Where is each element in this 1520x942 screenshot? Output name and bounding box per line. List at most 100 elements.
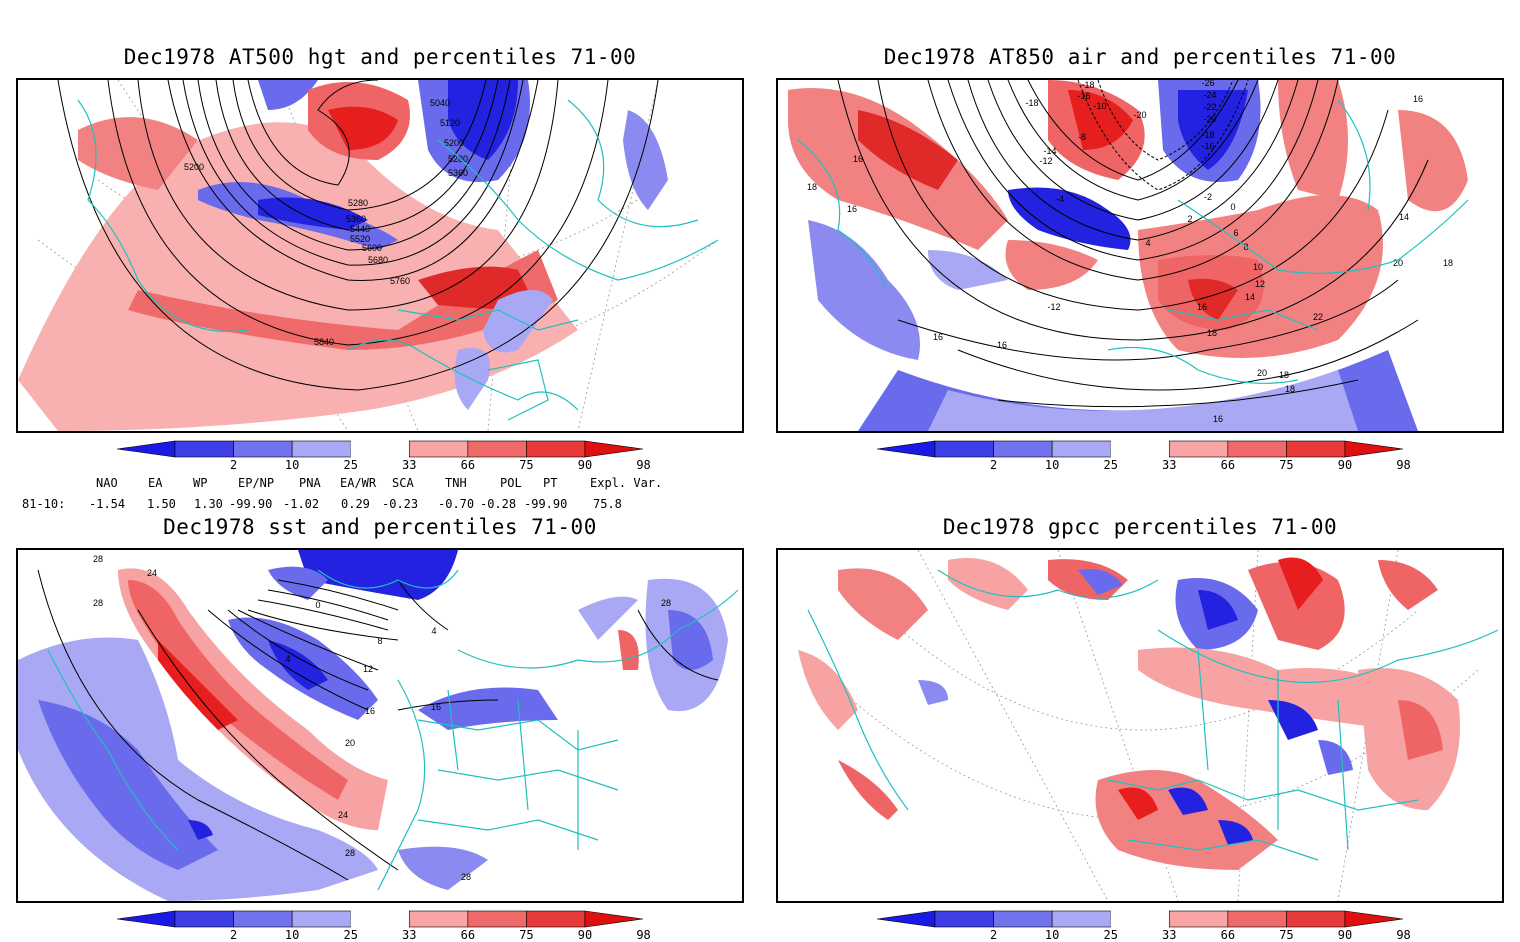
- contour-label: 5840: [314, 337, 334, 347]
- colorbar-arrow-low: [117, 910, 176, 928]
- contour-label: 8: [377, 636, 382, 646]
- contour-label: 24: [338, 810, 348, 820]
- colorbar-strip: [117, 910, 643, 928]
- index-value-eawr: 0.29: [341, 497, 370, 511]
- colorbar-segment: [993, 440, 1053, 458]
- contour-label: 0: [315, 600, 320, 610]
- contour-label: 5600: [362, 243, 382, 253]
- colorbar-segment: [526, 440, 586, 458]
- index-header-tnh: TNH: [445, 476, 467, 490]
- colorbar-segment: [1110, 441, 1170, 457]
- colorbar-tick-label: 33: [1162, 458, 1177, 472]
- panel4-title: Dec1978 gpcc percentiles 71-00: [942, 515, 1338, 539]
- colorbar-tick-label: 66: [1220, 458, 1236, 472]
- colorbar-tick-label: 75: [519, 458, 534, 472]
- contour-label: 5680: [368, 255, 388, 265]
- colorbar-tick-label: 98: [636, 928, 651, 942]
- contour-label: 2: [1187, 214, 1192, 224]
- index-value-pol: -0.28: [480, 497, 517, 511]
- contour-label: 10: [1253, 262, 1263, 272]
- colorbar-segment: [1110, 911, 1170, 927]
- contour-label: 14: [1399, 212, 1409, 222]
- colorbar-tick-label: 2: [229, 458, 238, 472]
- index-value-wp: 1.30: [194, 497, 223, 511]
- index-value-pna: -1.02: [283, 497, 320, 511]
- contour-label: 20: [1393, 258, 1403, 268]
- colorbar-segment: [350, 441, 410, 457]
- colorbar-segment: [1051, 910, 1112, 928]
- colorbar-tick-label: 33: [402, 458, 417, 472]
- contour-label: 28: [661, 598, 671, 608]
- contour-label: 16: [1197, 302, 1207, 312]
- index-header-eawr: EA/WR: [340, 476, 377, 490]
- colorbar-segment: [1051, 440, 1112, 458]
- contour-label: 20: [1257, 368, 1267, 378]
- index-header-wp: WP: [193, 476, 208, 490]
- contour-label: -22: [1203, 102, 1216, 112]
- colorbar-segment: [993, 910, 1053, 928]
- contour-label: 5280: [348, 198, 368, 208]
- colorbar-tick-label: 25: [1103, 928, 1118, 942]
- map-panel-sst: 28 24 28 0 4 8 4 12 16 16 20 24 28 28 28: [16, 548, 744, 903]
- contour-label: -26: [1201, 80, 1214, 88]
- index-header-pol: POL: [500, 476, 522, 490]
- colorbar-tick-label: 66: [460, 928, 476, 942]
- contour-label: -8: [1078, 132, 1086, 142]
- contour-label: 16: [1213, 414, 1223, 424]
- contour-label: 16: [933, 332, 943, 342]
- colorbar-tick-label: 90: [577, 928, 593, 942]
- colorbar-arrow-low: [877, 910, 936, 928]
- colorbar-segment: [1168, 910, 1229, 928]
- contour-label: 18: [1279, 370, 1289, 380]
- map-panel-hgt500: 5040 5120 5200 5280 5360 5200 5280 5360 …: [16, 78, 744, 433]
- contour-label: 5520: [350, 234, 370, 244]
- panel3-title: Dec1978 sst and percentiles 71-00: [163, 515, 597, 539]
- contour-label: 16: [847, 204, 857, 214]
- colorbar-tick-label: 10: [284, 928, 300, 942]
- colorbar-tick-label: 90: [1337, 928, 1353, 942]
- contour-label: 12: [1255, 279, 1265, 289]
- index-header-pna: PNA: [299, 476, 321, 490]
- contour-label: -20: [1203, 114, 1216, 124]
- contour-label: 5200: [444, 138, 464, 148]
- colorbar-arrow-high: [1344, 910, 1403, 928]
- colorbar-tick-label: 25: [1103, 458, 1118, 472]
- colorbar-arrow-low: [117, 440, 176, 458]
- contour-label: 5760: [390, 276, 410, 286]
- colorbar-tick-label: 2: [229, 928, 238, 942]
- colorbar-segment: [1286, 440, 1346, 458]
- index-value-ea: 1.50: [147, 497, 176, 511]
- colorbar-segment: [291, 440, 352, 458]
- contour-label: -10: [1093, 101, 1106, 111]
- contour-label: 4: [1145, 238, 1150, 248]
- colorbar-segment: [174, 910, 234, 928]
- colorbar-segment: [408, 440, 469, 458]
- contour-label: -12: [1039, 156, 1052, 166]
- index-header-sca: SCA: [392, 476, 414, 490]
- contour-label: 28: [461, 872, 471, 882]
- index-value-explvar: 75.8: [593, 497, 622, 511]
- contour-label: 16: [431, 702, 441, 712]
- colorbar-segment: [467, 440, 527, 458]
- contour-label: -20: [1133, 110, 1146, 120]
- colorbar-tick-label: 75: [1279, 458, 1294, 472]
- panel2-title: Dec1978 AT850 air and percentiles 71-00: [883, 45, 1397, 69]
- contour-label: 12: [363, 664, 373, 674]
- index-value-epnp: -99.90: [229, 497, 273, 511]
- index-row-label: 81-10:: [22, 497, 66, 511]
- contour-label: 28: [93, 554, 103, 564]
- colorbar-arrow-high: [1344, 440, 1403, 458]
- contour-label: 16: [1413, 94, 1423, 104]
- contour-label: 5280: [448, 154, 468, 164]
- colorbar-tick-label: 98: [1396, 928, 1411, 942]
- contour-label: 28: [93, 598, 103, 608]
- colorbar-tick-label: 98: [636, 458, 651, 472]
- panel1-title: Dec1978 AT500 hgt and percentiles 71-00: [123, 45, 637, 69]
- colorbar-segment: [291, 910, 352, 928]
- contour-label: 5360: [448, 168, 468, 178]
- index-header-explvar: Expl. Var.: [590, 476, 663, 490]
- index-value-sca: -0.23: [382, 497, 419, 511]
- contour-label: 16: [997, 340, 1007, 350]
- colorbar-segment: [233, 440, 293, 458]
- colorbar-tick-label: 10: [1044, 928, 1060, 942]
